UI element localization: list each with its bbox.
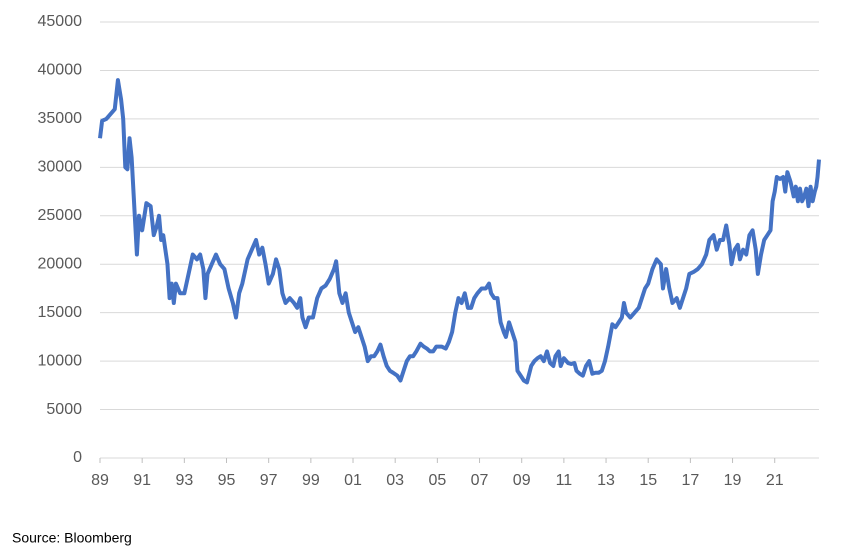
x-tick-label: 97 xyxy=(260,472,278,489)
y-tick-label: 35000 xyxy=(38,110,83,127)
y-tick-label: 30000 xyxy=(38,159,83,176)
y-tick-label: 15000 xyxy=(38,304,83,321)
y-tick-label: 20000 xyxy=(38,255,83,272)
x-tick-label: 99 xyxy=(302,472,320,489)
y-tick-label: 25000 xyxy=(38,207,83,224)
x-tick-label: 13 xyxy=(597,472,615,489)
x-tick-label: 89 xyxy=(91,472,109,489)
source-note: Source: Bloomberg xyxy=(12,530,132,546)
y-tick-label: 45000 xyxy=(38,13,83,30)
y-tick-label: 5000 xyxy=(46,401,82,418)
x-tick-label: 15 xyxy=(639,472,657,489)
y-tick-label: 40000 xyxy=(38,62,83,79)
x-tick-label: 11 xyxy=(556,472,573,489)
y-tick-label: 10000 xyxy=(38,352,83,369)
x-tick-label: 21 xyxy=(766,472,784,489)
x-tick-label: 09 xyxy=(513,472,531,489)
x-tick-label: 91 xyxy=(133,472,151,489)
data-line xyxy=(98,78,821,385)
y-tick-label: 0 xyxy=(73,449,82,466)
x-tick-label: 93 xyxy=(175,472,193,489)
x-tick-label: 03 xyxy=(386,472,404,489)
x-tick-label: 07 xyxy=(471,472,489,489)
x-tick-label: 05 xyxy=(428,472,446,489)
x-tick-label: 19 xyxy=(724,472,742,489)
x-tick-label: 17 xyxy=(681,472,699,489)
x-tick-label: 01 xyxy=(344,472,362,489)
x-tick-label: 95 xyxy=(218,472,236,489)
